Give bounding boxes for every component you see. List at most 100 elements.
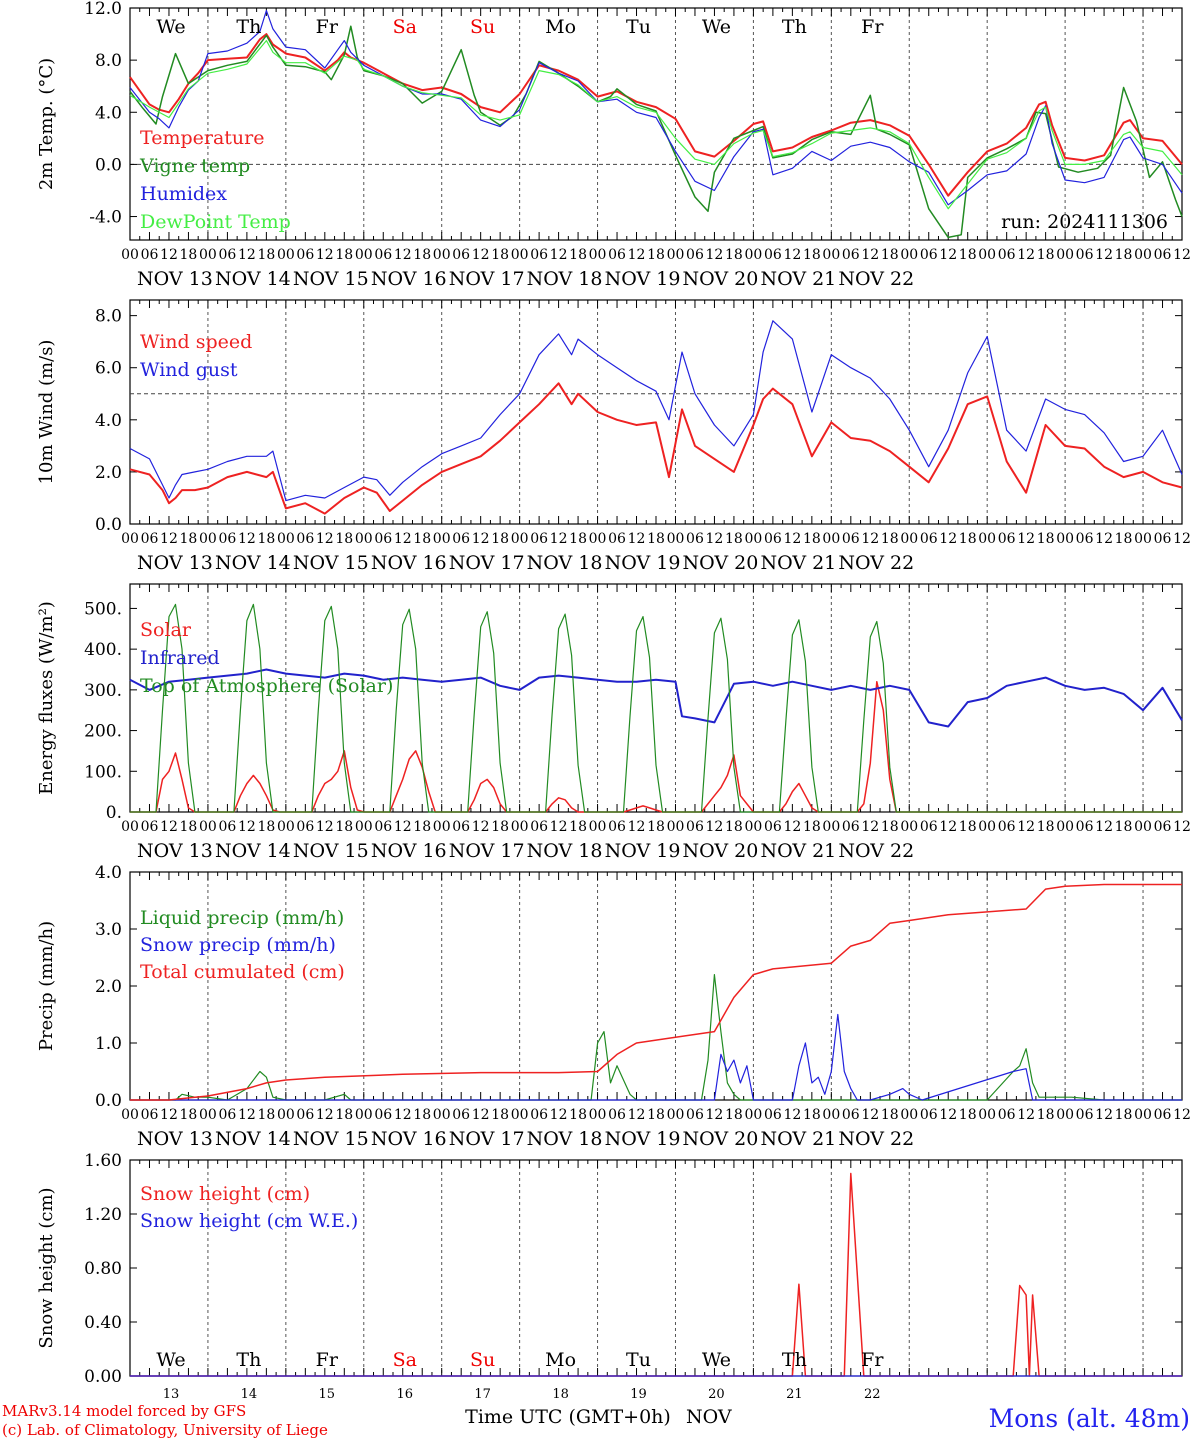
x-hour-label: 12 [939,531,957,547]
x-date-label: NOV 20 [683,840,759,862]
x-hour-label: 00 [900,247,918,263]
x-hour-label: 18 [803,247,821,263]
x-hour-label: 00 [511,247,529,263]
x-day-number: 18 [552,1387,569,1402]
y-axis-label: 2m Temp. (°C) [36,58,57,190]
x-date-label: NOV 18 [527,1128,603,1150]
x-hour-label: 12 [160,247,178,263]
chart-panel-1: 12.0 8.0 4.0 0.0 -4.0 2m Temp. (°C) Temperatur… [36,0,1191,290]
x-day-number: 22 [864,1387,881,1402]
x-hour-label: 00 [978,531,996,547]
x-hour-label: 12 [550,247,568,263]
x-hour-label: 06 [764,247,782,263]
x-hour-label: 06 [686,819,704,835]
x-hour-label: 06 [608,247,626,263]
x-hour-label: 00 [978,1107,996,1123]
x-hour-label: 12 [394,819,412,835]
x-hour-label: 06 [218,531,236,547]
x-date-label: NOV 16 [371,1128,447,1150]
y-tick-label: 8.0 [95,307,122,327]
x-hour-label: 12 [1017,1107,1035,1123]
x-hour-label: 12 [316,1107,334,1123]
x-hour-label: 00 [1056,1107,1074,1123]
x-hour-label: 00 [822,819,840,835]
x-hour-label: 12 [628,531,646,547]
x-hour-label: 12 [1173,1107,1191,1123]
y-tick-label: 0.0 [95,155,122,175]
y-tick-label: 0.0 [95,1091,122,1111]
x-hour-label: 12 [316,819,334,835]
x-hour-label: 06 [608,819,626,835]
x-hour-label: 00 [433,1107,451,1123]
x-hour-label: 06 [920,531,938,547]
x-hour-label: 00 [744,819,762,835]
x-hour-label: 06 [842,247,860,263]
y-tick-label: 0.80 [84,1259,122,1279]
x-hour-label: 06 [1154,1107,1172,1123]
y-tick-label: 1.60 [84,1151,122,1171]
x-hour-label: 12 [1173,819,1191,835]
legend-entry: Solar [140,619,192,641]
x-hour-label: 12 [472,819,490,835]
x-hour-label: 06 [1154,247,1172,263]
legend-entry: Total cumulated (cm) [140,961,345,983]
x-hour-label: 12 [394,247,412,263]
x-hour-label: 18 [1037,531,1055,547]
x-day-number: 16 [396,1387,413,1402]
x-date-label: NOV 19 [605,268,681,290]
y-tick-label: 6.0 [95,359,122,379]
x-hour-label: 06 [998,247,1016,263]
x-hour-label: 06 [141,819,159,835]
x-date-label: NOV 19 [605,552,681,574]
legend-entry: Snow height (cm) [140,1183,310,1205]
x-hour-label: 06 [141,531,159,547]
weekday-label: Fr [316,16,339,38]
x-hour-label: 00 [355,819,373,835]
x-hour-label: 00 [1056,247,1074,263]
y-tick-label: 2.0 [95,463,122,483]
x-hour-label: 06 [452,1107,470,1123]
x-hour-label: 06 [686,1107,704,1123]
legend-entry: Snow precip (mm/h) [140,934,336,956]
weekday-label: Fr [861,1349,884,1371]
x-hour-label: 00 [822,247,840,263]
x-hour-label: 00 [511,1107,529,1123]
x-hour-label: 18 [180,247,198,263]
series-line [129,10,1183,206]
x-hour-label: 12 [939,247,957,263]
footer-copyright: (c) Lab. of Climatology, University of L… [2,1421,328,1439]
x-date-label: NOV 21 [760,552,836,574]
x-hour-label: 18 [335,247,353,263]
x-hour-label: 06 [998,531,1016,547]
x-date-label: NOV 22 [838,1128,914,1150]
x-hour-label: 06 [1154,531,1172,547]
x-date-label: NOV 18 [527,268,603,290]
x-hour-label: 12 [160,1107,178,1123]
x-date-label: NOV 13 [137,1128,213,1150]
weekday-label: Th [236,1349,261,1371]
weekday-label: We [702,16,731,38]
x-date-label: NOV 19 [605,1128,681,1150]
series-line [129,25,1183,239]
x-date-label: NOV 13 [137,268,213,290]
x-hour-label: 06 [296,531,314,547]
x-hour-label: 00 [822,531,840,547]
y-tick-label: 400. [84,640,122,660]
chart-panel-4: 4.0 3.0 2.0 1.0 0.0 Precip (mm/h) Liquid preci… [36,863,1191,1150]
x-date-label: NOV 15 [293,268,369,290]
x-hour-label: 06 [218,819,236,835]
x-hour-label: 06 [920,819,938,835]
x-hour-label: 00 [1134,1107,1152,1123]
x-hour-label: 12 [1173,247,1191,263]
x-hour-label: 12 [861,247,879,263]
x-date-label: NOV 14 [215,552,291,574]
x-hour-label: 18 [180,1107,198,1123]
y-tick-label: 12.0 [84,0,122,19]
x-hour-label: 12 [1095,819,1113,835]
series-line [129,33,1183,197]
x-hour-label: 18 [413,247,431,263]
x-hour-label: 06 [764,531,782,547]
legend-entry: Vigne temp [139,155,250,177]
legend-entry: Humidex [140,183,227,205]
